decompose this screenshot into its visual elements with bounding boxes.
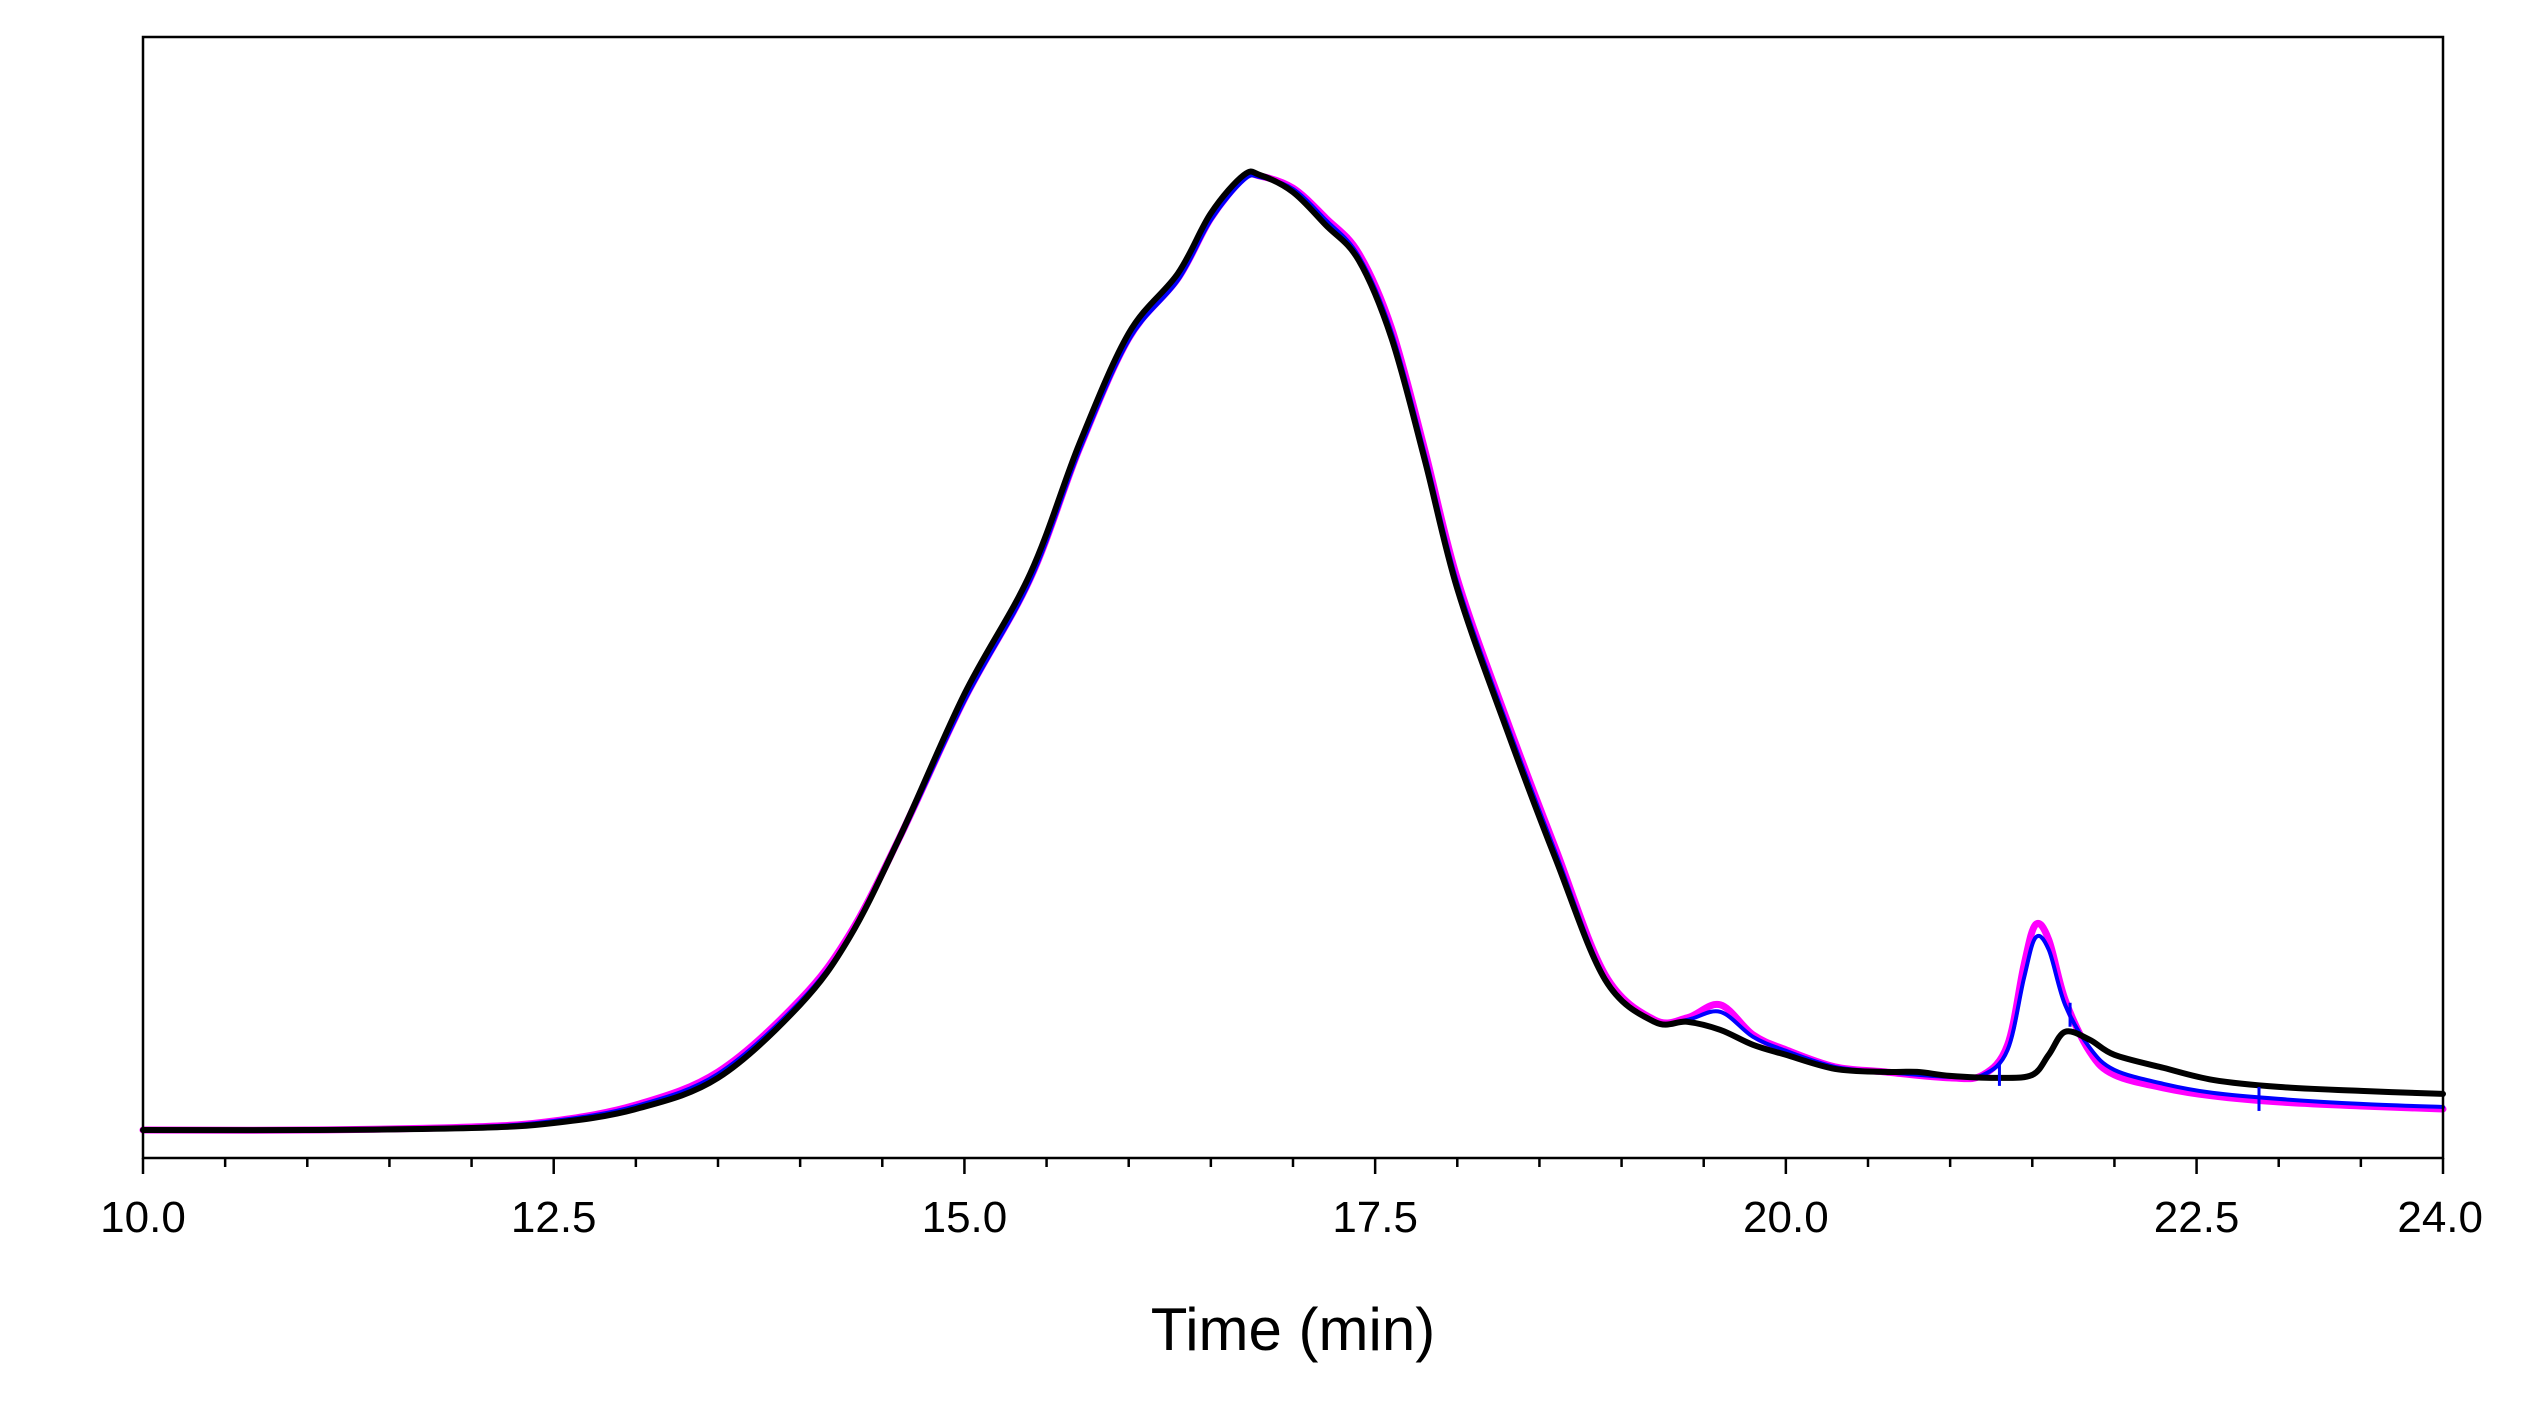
plot-frame [141, 35, 2445, 1160]
x-tick-label: 15.0 [922, 1193, 1008, 1242]
x-axis-title: Time (min) [1151, 1296, 1435, 1363]
series-line-2 [141, 173, 2445, 1133]
x-tick-label: 17.5 [1332, 1193, 1418, 1242]
series-line-3 [140, 168, 2446, 1134]
x-tick-label: 10.0 [100, 1193, 186, 1242]
series-lines [139, 168, 2447, 1134]
x-tick-label: 24.0 [2397, 1193, 2483, 1242]
x-tick-label: 22.5 [2154, 1193, 2240, 1242]
peak-markers [1997, 1002, 2261, 1111]
x-tick-label: 12.5 [511, 1193, 597, 1242]
x-axis: 10.0 12.5 15.0 17.5 20.0 22.5 24.0 [100, 1158, 2483, 1242]
series-line-1 [139, 170, 2447, 1134]
x-tick-label: 20.0 [1743, 1193, 1829, 1242]
